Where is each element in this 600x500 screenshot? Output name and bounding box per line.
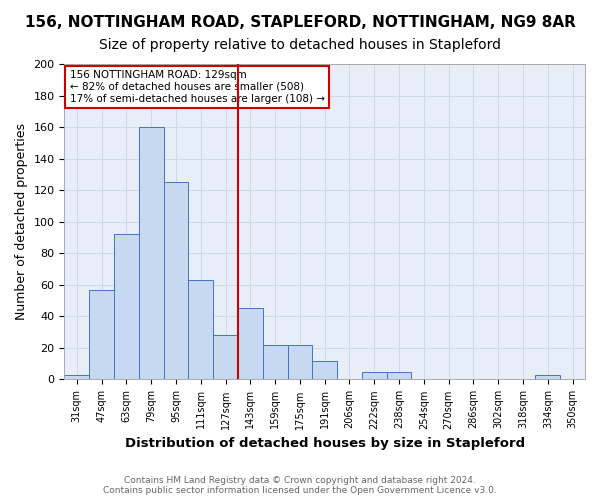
Bar <box>164 182 188 380</box>
Text: 156, NOTTINGHAM ROAD, STAPLEFORD, NOTTINGHAM, NG9 8AR: 156, NOTTINGHAM ROAD, STAPLEFORD, NOTTIN… <box>25 15 575 30</box>
Bar <box>188 280 213 380</box>
Text: 156 NOTTINGHAM ROAD: 129sqm
← 82% of detached houses are smaller (508)
17% of se: 156 NOTTINGHAM ROAD: 129sqm ← 82% of det… <box>70 70 325 104</box>
Bar <box>535 374 560 380</box>
Bar <box>386 372 412 380</box>
Bar <box>238 308 263 380</box>
Bar <box>64 374 89 380</box>
Text: Contains HM Land Registry data © Crown copyright and database right 2024.
Contai: Contains HM Land Registry data © Crown c… <box>103 476 497 495</box>
Bar <box>313 360 337 380</box>
Bar <box>213 336 238 380</box>
Text: Size of property relative to detached houses in Stapleford: Size of property relative to detached ho… <box>99 38 501 52</box>
Bar <box>114 234 139 380</box>
Bar <box>263 344 287 380</box>
Bar <box>89 290 114 380</box>
X-axis label: Distribution of detached houses by size in Stapleford: Distribution of detached houses by size … <box>125 437 525 450</box>
Bar <box>362 372 386 380</box>
Y-axis label: Number of detached properties: Number of detached properties <box>15 123 28 320</box>
Bar <box>139 127 164 380</box>
Bar <box>287 344 313 380</box>
